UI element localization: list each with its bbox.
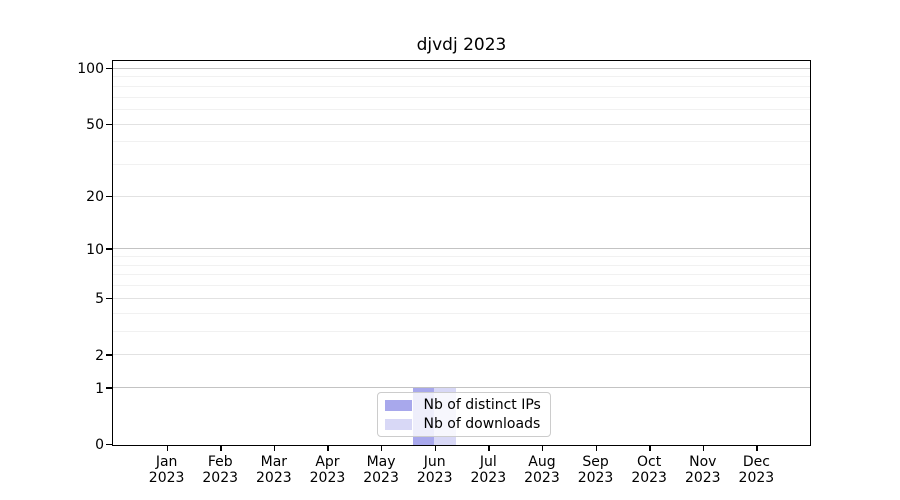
y-tick bbox=[106, 195, 112, 198]
x-tick bbox=[434, 445, 437, 451]
x-axis-labels: Jan 2023 Feb 2023 Mar 2023 Apr 2023 May 2023 Jun 20… bbox=[113, 454, 810, 490]
x-tick-label: Jul 2023 bbox=[470, 454, 507, 486]
x-tick-label: Mar 2023 bbox=[256, 454, 292, 486]
gridline-minor bbox=[112, 108, 810, 110]
gridline-minor bbox=[112, 85, 810, 87]
x-tick-label: Feb 2023 bbox=[202, 454, 239, 486]
legend-label-downloads: Nb of downloads bbox=[423, 416, 541, 432]
x-tick-label: Oct 2023 bbox=[631, 454, 667, 486]
x-tick bbox=[327, 445, 329, 451]
y-tick-label: 0 bbox=[95, 437, 104, 453]
y-tick-label: 50 bbox=[86, 117, 104, 134]
y-tick bbox=[106, 297, 112, 300]
x-tick-label: May 2023 bbox=[363, 454, 399, 486]
y-tick bbox=[106, 68, 112, 70]
y-axis-labels: 0 1 2 5 10 20 50 100 bbox=[0, 61, 104, 453]
x-tick bbox=[649, 445, 651, 451]
y-tick-label: 5 bbox=[95, 291, 104, 308]
y-tick bbox=[106, 443, 112, 445]
x-tick-label: Dec 2023 bbox=[738, 454, 775, 486]
gridline bbox=[112, 297, 810, 299]
y-tick bbox=[106, 387, 112, 389]
gridline-minor bbox=[112, 76, 810, 78]
gridline-minor bbox=[112, 274, 810, 276]
x-tick bbox=[595, 445, 597, 451]
y-tick bbox=[106, 123, 112, 126]
gridline bbox=[112, 123, 810, 125]
legend: Nb of distinct IPs Nb of downloads bbox=[376, 391, 551, 437]
legend-item-downloads: Nb of downloads bbox=[384, 415, 541, 434]
x-tick bbox=[273, 445, 276, 451]
y-tick-label: 100 bbox=[77, 61, 104, 78]
x-tick-label: Jan 2023 bbox=[148, 454, 185, 486]
gridline-minor bbox=[112, 164, 810, 166]
gridline-minor bbox=[112, 141, 810, 143]
gridline-minor bbox=[112, 256, 810, 258]
legend-swatch-distinct-ips bbox=[384, 399, 412, 411]
x-tick bbox=[756, 445, 758, 451]
plot-area: Nb of distinct IPs Nb of downloads bbox=[111, 59, 811, 446]
y-tick-label: 1 bbox=[95, 380, 104, 397]
gridline-minor bbox=[112, 96, 810, 98]
gridline-minor bbox=[112, 330, 810, 332]
x-tick bbox=[702, 445, 705, 451]
x-tick-label: Nov 2023 bbox=[684, 454, 721, 486]
legend-item-distinct-ips: Nb of distinct IPs bbox=[384, 396, 541, 415]
x-tick bbox=[220, 445, 222, 451]
legend-label-distinct-ips: Nb of distinct IPs bbox=[423, 397, 541, 413]
x-tick bbox=[541, 445, 544, 451]
y-tick-label: 2 bbox=[95, 347, 104, 364]
gridline bbox=[112, 67, 810, 69]
legend-swatch-downloads bbox=[384, 418, 412, 430]
gridline bbox=[112, 195, 810, 197]
x-tick bbox=[381, 445, 383, 451]
gridline bbox=[112, 354, 810, 356]
y-tick bbox=[106, 248, 112, 250]
x-tick bbox=[166, 445, 168, 451]
chart-title: djvdj 2023 bbox=[416, 35, 507, 55]
x-tick-label: Apr 2023 bbox=[309, 454, 346, 486]
y-tick bbox=[106, 354, 112, 356]
x-tick bbox=[488, 445, 490, 451]
gridline-minor bbox=[112, 285, 810, 287]
x-tick-label: Aug 2023 bbox=[524, 454, 560, 486]
gridline-minor bbox=[112, 264, 810, 266]
y-axis-ticks bbox=[106, 61, 112, 445]
x-axis-ticks bbox=[113, 445, 810, 452]
gridline bbox=[112, 248, 810, 250]
x-tick-label: Jun 2023 bbox=[416, 454, 453, 486]
x-tick-label: Sep 2023 bbox=[577, 454, 614, 486]
gridline-minor bbox=[112, 312, 810, 314]
y-tick-label: 20 bbox=[86, 189, 104, 206]
gridline bbox=[112, 387, 810, 389]
y-tick-label: 10 bbox=[86, 241, 104, 258]
